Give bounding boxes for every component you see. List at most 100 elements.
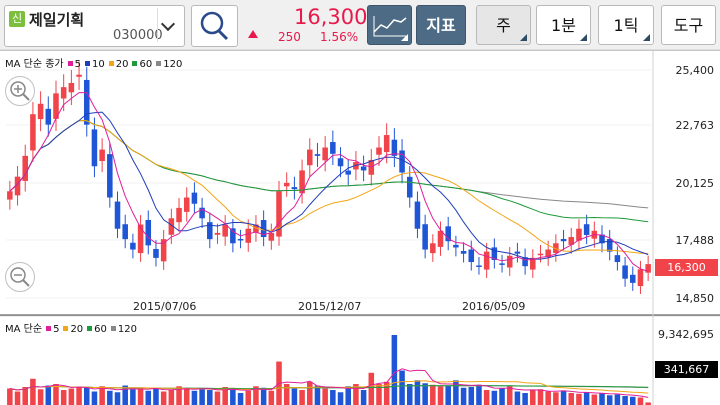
search-button[interactable] (191, 5, 238, 47)
volume-bar (345, 386, 351, 405)
volume-bar (576, 393, 582, 405)
volume-bar (637, 397, 644, 405)
candle-body (191, 192, 198, 204)
candle-body (199, 207, 205, 219)
volume-bar (383, 381, 390, 405)
volume-bar (491, 390, 498, 405)
volume-bar (60, 390, 67, 405)
volume-bar (422, 383, 428, 405)
volume-bar (222, 387, 228, 405)
legend-swatch (108, 61, 114, 66)
candle-body (30, 114, 36, 151)
volume-bar (153, 388, 159, 405)
current-price: 16,300 (294, 5, 368, 29)
candle-body (530, 257, 536, 270)
zoom-out-icon (10, 267, 30, 287)
stock-selector[interactable]: 신 제일기획 030000 (4, 5, 185, 47)
candle-body (137, 224, 144, 254)
volume-bar (460, 387, 467, 405)
legend-swatch (46, 326, 52, 331)
vol-ma5-line (9, 368, 649, 398)
indicator-button[interactable]: 지표 (416, 5, 466, 45)
candle-body (299, 170, 305, 194)
legend-item: 5 (74, 59, 82, 70)
volume-bar (283, 384, 290, 405)
corner-indicator-icon (580, 34, 587, 41)
volume-legend-label: MA 단순 (5, 324, 43, 335)
credit-badge: 신 (9, 11, 25, 27)
volume-bar (22, 387, 28, 405)
volume-bar (645, 402, 651, 405)
candle-body (68, 82, 75, 93)
candle-body (360, 166, 367, 171)
line-chart-icon (373, 16, 407, 37)
zoom-in-icon (10, 81, 30, 101)
legend-item: 20 (70, 324, 84, 335)
volume-bar (260, 387, 267, 405)
volume-bar (591, 394, 598, 405)
tools-button[interactable]: 도구 (661, 5, 716, 45)
volume-bar (599, 393, 605, 405)
candle-body (37, 103, 44, 120)
candle-body (260, 220, 267, 238)
volume-bar (83, 387, 90, 405)
volume-bar (137, 387, 144, 405)
volume-bar (437, 386, 444, 405)
volume-bar (537, 389, 544, 405)
volume-bar (445, 385, 451, 405)
zoom-in-button[interactable] (5, 76, 35, 106)
period-week-button[interactable]: 주 (476, 5, 531, 45)
candle-body (453, 244, 459, 248)
ma20-line (9, 119, 649, 254)
chart-type-button[interactable] (367, 5, 412, 45)
candle-body (60, 87, 67, 99)
y-tick-label: 17,488 (675, 234, 715, 247)
candle-body (330, 142, 336, 154)
current-price-tag: 16,300 (655, 259, 718, 276)
volume-bar (360, 390, 367, 405)
volume-bar (453, 380, 459, 405)
volume-bar (499, 388, 505, 405)
candle-body (383, 135, 390, 153)
zoom-out-button[interactable] (5, 262, 35, 292)
legend-item: 60 (94, 324, 107, 335)
volume-bar (291, 388, 298, 405)
stock-name: 제일기획 (29, 11, 85, 29)
candle-body (606, 238, 613, 252)
candle-body (153, 248, 159, 258)
volume-bar (568, 393, 575, 405)
ma5-line (9, 92, 649, 272)
candle-body (160, 239, 167, 262)
volume-max-tick: 9,342,695 (658, 328, 714, 341)
volume-bar (114, 392, 121, 405)
candle-body (614, 255, 621, 263)
volume-bar (99, 386, 105, 405)
volume-bar (299, 390, 305, 405)
volume-ma-legend: MA 단순 5 20 60 120 (5, 320, 137, 335)
y-tick-label: 22,763 (675, 119, 715, 132)
period-tick-button[interactable]: 1틱 (598, 5, 654, 45)
period-minute-button[interactable]: 1분 (536, 5, 591, 45)
toolbar: 신 제일기획 030000 16,300 250 1.56% 지표 주 1분 1… (0, 0, 720, 51)
legend-item: 20 (115, 59, 129, 70)
period-week-label: 주 (496, 16, 511, 35)
candle-body (307, 149, 313, 166)
period-tick-label: 1틱 (613, 16, 639, 35)
volume-bar (30, 378, 36, 405)
volume-bar (337, 392, 344, 405)
volume-bar (483, 390, 490, 405)
legend-item: 120 (117, 324, 137, 335)
candle-body (599, 234, 605, 244)
candle-body (506, 255, 513, 268)
legend-item: 60 (139, 59, 153, 70)
candle-body (583, 224, 590, 235)
candle-body (130, 242, 136, 250)
candle-body (345, 170, 351, 175)
candle-body (491, 247, 498, 260)
candle-body (645, 264, 651, 273)
candle-body (91, 129, 98, 167)
candle-body (314, 154, 321, 156)
main-legend-label: MA 단순 종가 (5, 59, 64, 70)
stock-dropdown-button[interactable] (157, 8, 182, 42)
